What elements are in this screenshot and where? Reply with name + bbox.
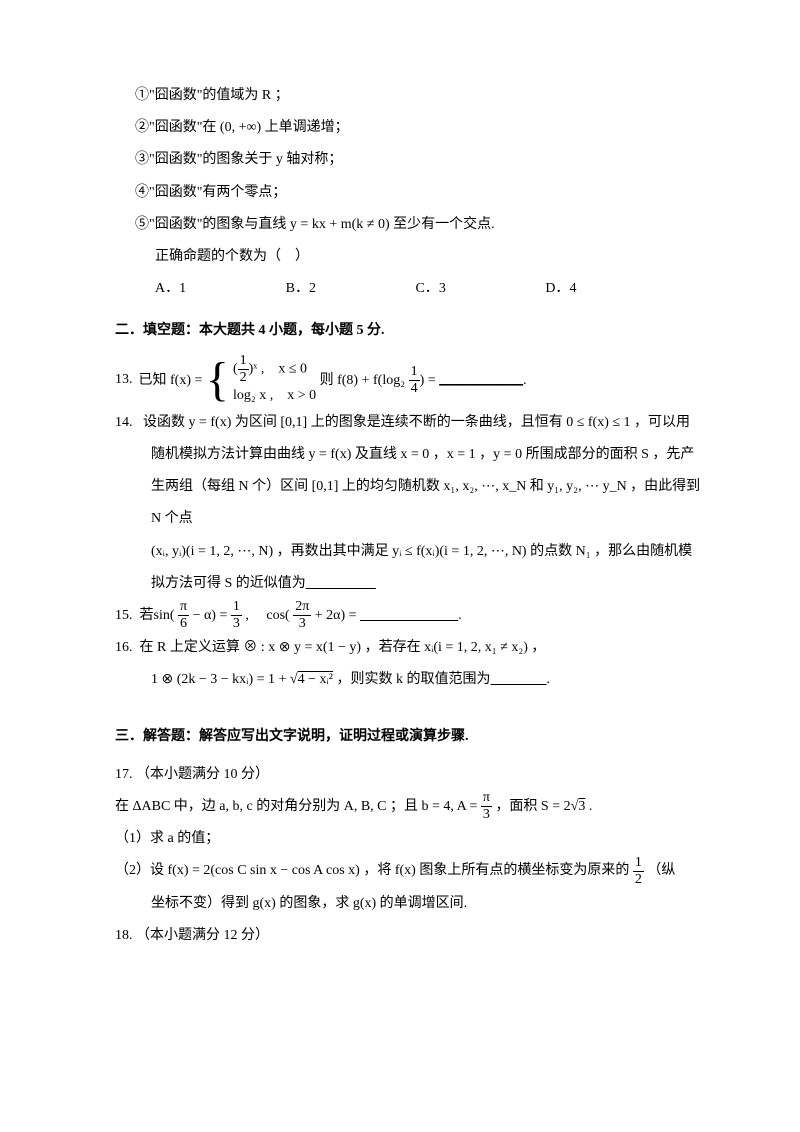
opt-b: B．2 <box>286 273 364 305</box>
brace-icon: { <box>206 356 229 404</box>
section3-title: 三．解答题：解答应写出文字说明，证明过程或演算步骤. <box>115 721 705 753</box>
q16-blank: ＿＿＿＿ <box>491 672 547 687</box>
q14-blank: ＿＿＿＿＿ <box>306 576 376 591</box>
q13-label: 13. <box>115 364 133 396</box>
page: ①"囧函数"的值域为 R ； ②"囧函数"在 (0, +∞) 上单调递增； ③"… <box>0 0 800 1012</box>
q12-item-5: ⑤"囧函数"的图象与直线 y = kx + m(k ≠ 0) 至少有一个交点. <box>115 209 705 241</box>
q18-header: 18. （本小题满分 12 分） <box>115 920 705 952</box>
q13-blank: ＿＿＿＿＿＿ <box>439 372 523 387</box>
opt-a: A．1 <box>155 273 234 305</box>
q18-label: 18. <box>115 928 133 943</box>
q12-item-3: ③"囧函数"的图象关于 y 轴对称； <box>115 144 705 176</box>
opt-d: D．4 <box>545 273 624 305</box>
q15-label: 15. <box>115 608 133 623</box>
q13-lead: 已知 f(x) = { (12)ˣ , x ≤ 0 log₂ x , x > 0… <box>139 354 527 407</box>
q17-header: 17. （本小题满分 10 分） <box>115 759 705 791</box>
q14-l5: 拟方法可得 S 的近似值为＿＿＿＿＿ <box>115 568 705 600</box>
q16-label: 16. <box>115 640 133 655</box>
q17-p2c: 坐标不变）得到 g(x) 的图象，求 g(x) 的单调增区间. <box>115 888 705 920</box>
q13: 13. 已知 f(x) = { (12)ˣ , x ≤ 0 log₂ x , x… <box>115 354 705 407</box>
q15-blank: ＿＿＿＿＿＿＿ <box>360 608 458 623</box>
q17-label: 17. <box>115 767 133 782</box>
q15: 15. 若sin( π6 − α) = 13 , cos( 2π3 + 2α) … <box>115 600 705 632</box>
q16-l2: 1 ⊗ (2k − 3 − kxᵢ) = 1 + √4 − xᵢ² ，则实数 k… <box>115 664 705 696</box>
q12-item-1: ①"囧函数"的值域为 R ； <box>115 80 705 112</box>
q14-l2: 随机模拟方法计算由曲线 y = f(x) 及直线 x = 0 ，x = 1 ，y… <box>115 439 705 471</box>
q17-p1: （1）求 a 的值； <box>115 823 705 855</box>
q14: 14. 设函数 y = f(x) 为区间 [0,1] 上的图象是连续不断的一条曲… <box>115 407 705 439</box>
q12-item-4: ④"囧函数"有两个零点； <box>115 177 705 209</box>
q16-l1: 16. 在 R 上定义运算 ⊗ : x ⊗ y = x(1 − y) ，若存在 … <box>115 632 705 664</box>
q12-prompt: 正确命题的个数为（ ） <box>115 241 705 273</box>
q14-l4: (xᵢ, yᵢ)(i = 1, 2, ⋯, N) ，再数出其中满足 yᵢ ≤ f… <box>115 536 705 568</box>
q17-p2a: （2）设 f(x) = 2(cos C sin x − cos A cos x)… <box>115 855 705 887</box>
section2-title: 二．填空题：本大题共 4 小题，每小题 5 分. <box>115 315 705 347</box>
q12-item-2: ②"囧函数"在 (0, +∞) 上单调递增； <box>115 112 705 144</box>
q12-options: A．1 B．2 C．3 D．4 <box>115 273 705 305</box>
opt-c: C．3 <box>415 273 493 305</box>
q14-label: 14. <box>115 415 133 430</box>
q17-l1: 在 ΔABC 中，边 a, b, c 的对角分别为 A, B, C ；且 b =… <box>115 791 705 823</box>
q14-l3: 生两组（每组 N 个）区间 [0,1] 上的均匀随机数 x₁, x₂, ⋯, x… <box>115 471 705 535</box>
